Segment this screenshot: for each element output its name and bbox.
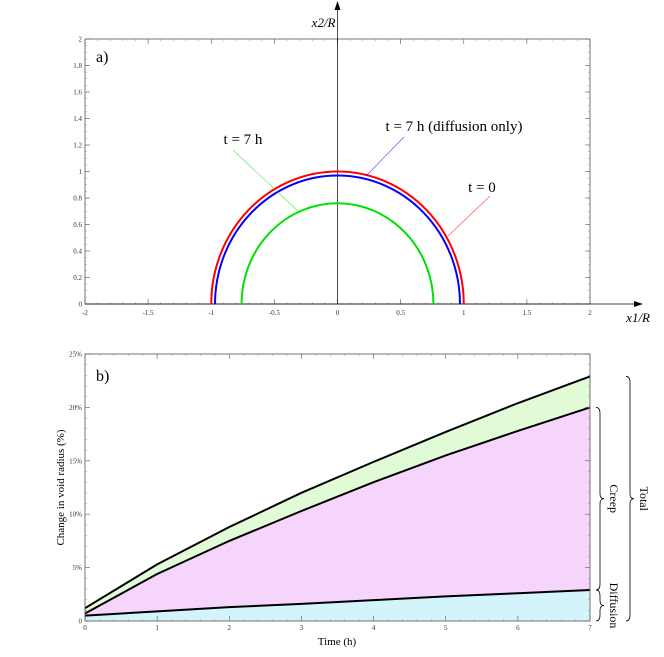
x-tick-label: 2 <box>228 624 232 632</box>
x-tick-label: 5 <box>444 624 448 632</box>
x-tick-label: 4 <box>372 624 376 632</box>
annotation-leader <box>447 195 491 237</box>
series-line-0 <box>84 589 591 617</box>
series-line-2 <box>84 375 591 610</box>
x-tick-label: 0 <box>83 624 87 632</box>
y-tick-label: 2 <box>79 36 83 44</box>
x1-axis-arrow <box>634 301 643 307</box>
semicircle-2 <box>240 202 435 305</box>
annotation-leader <box>365 136 405 177</box>
brace-label-total: Total <box>637 486 651 511</box>
y-tick-label: 0 <box>79 301 83 309</box>
y-tick-label: 20% <box>69 404 82 412</box>
y-tick-label: 25% <box>69 351 82 359</box>
y-tick-label: 1 <box>79 168 83 176</box>
brace-label-diffusion: Diffusion <box>607 583 621 629</box>
y-tick-label: 1.4 <box>73 115 82 123</box>
x-tick-label: 7 <box>588 624 592 632</box>
x-tick-label: -1.5 <box>143 309 155 317</box>
panel-label: a) <box>96 49 108 66</box>
x-tick-label: 1.5 <box>523 309 532 317</box>
y-tick-label: 0 <box>79 618 83 626</box>
x-tick-label: -1 <box>208 309 214 317</box>
semicircle-0 <box>210 170 465 305</box>
x-tick-label: 2 <box>588 309 592 317</box>
panel-b: 0 1 2 3 4 5 6 7 0 5% 10% 15% 20% 25% Time (h) Change in… <box>55 351 651 649</box>
area-band-2 <box>85 376 590 614</box>
y-tick-label: 0.6 <box>73 221 82 229</box>
panel-a: -2 -1.5 -1 -0.5 0 0.5 1 1.5 2 0 0.2 0.4 0.6 0.8 1 1.2 1.… <box>73 1 650 325</box>
x-tick-label: -2 <box>82 309 88 317</box>
x-tick-label: 0 <box>336 309 340 317</box>
y-axis-label: Change in void radius (%) <box>55 429 67 545</box>
annotation-leader <box>232 149 301 214</box>
y-tick-label: 10% <box>69 511 82 519</box>
y-tick-label: 0.4 <box>73 248 82 256</box>
y-tick-label: 0.2 <box>73 274 82 282</box>
x2-axis-arrow <box>334 1 341 10</box>
brace-diffusion <box>595 589 605 622</box>
x-axis-label: Time (h) <box>318 636 357 648</box>
x-tick-label: 1 <box>155 624 159 632</box>
x-tick-label: 3 <box>300 624 304 632</box>
series-annotation: t = 0 <box>468 180 496 196</box>
area-band-1 <box>85 407 590 616</box>
x-axis-label: x1/R <box>625 310 650 325</box>
y-tick-label: 1.6 <box>73 89 82 97</box>
y-tick-label: 1.8 <box>73 62 82 70</box>
x-tick-label: 6 <box>516 624 520 632</box>
plot-frame <box>84 353 591 622</box>
x-tick-label: 1 <box>462 309 466 317</box>
y-tick-label: 1.2 <box>73 142 82 150</box>
x-tick-label: 0.5 <box>396 309 405 317</box>
series-line-1 <box>84 406 591 615</box>
y-axis-label: x2/R <box>311 15 336 30</box>
series-annotation: t = 7 h <box>224 132 263 148</box>
brace-total <box>625 376 635 622</box>
brace-label-creep: Creep <box>607 484 621 513</box>
x-tick-label: -0.5 <box>269 309 281 317</box>
y-tick-label: 0.8 <box>73 195 82 203</box>
area-band-0 <box>85 590 590 621</box>
y-tick-label: 5% <box>73 564 83 572</box>
semicircle-1 <box>214 175 461 305</box>
panel-label: b) <box>96 368 109 385</box>
y-tick-label: 15% <box>69 457 82 465</box>
brace-creep <box>595 407 605 591</box>
series-annotation: t = 7 h (diffusion only) <box>386 119 523 135</box>
